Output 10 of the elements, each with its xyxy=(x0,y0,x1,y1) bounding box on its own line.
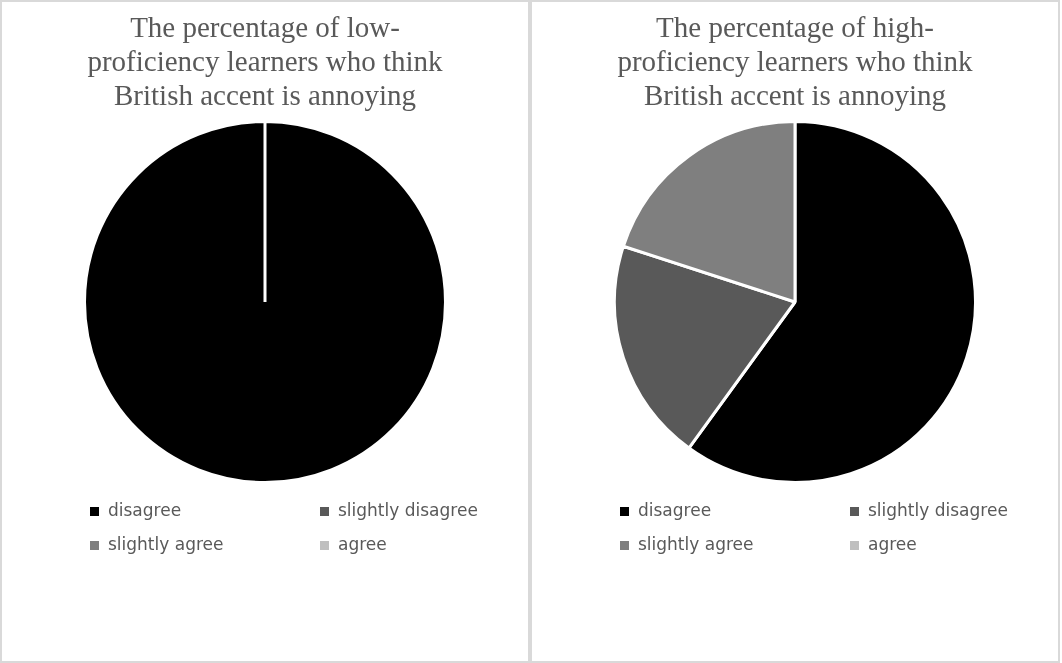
legend-label: slightly disagree xyxy=(867,500,1009,520)
legend-label: disagree xyxy=(637,500,713,520)
chart-title: The percentage of high-proficiency learners who think British accent is annoying xyxy=(616,10,974,112)
legend-label: disagree xyxy=(107,500,183,520)
legend-label: slightly disagree xyxy=(337,500,479,520)
chart-title: The percentage of low-proficiency learners who think British accent is annoying xyxy=(86,10,444,112)
legend-label: agree xyxy=(867,534,918,554)
legend-label: agree xyxy=(337,534,388,554)
legend-label: slightly agree xyxy=(107,534,225,554)
legend-label: slightly agree xyxy=(637,534,755,554)
